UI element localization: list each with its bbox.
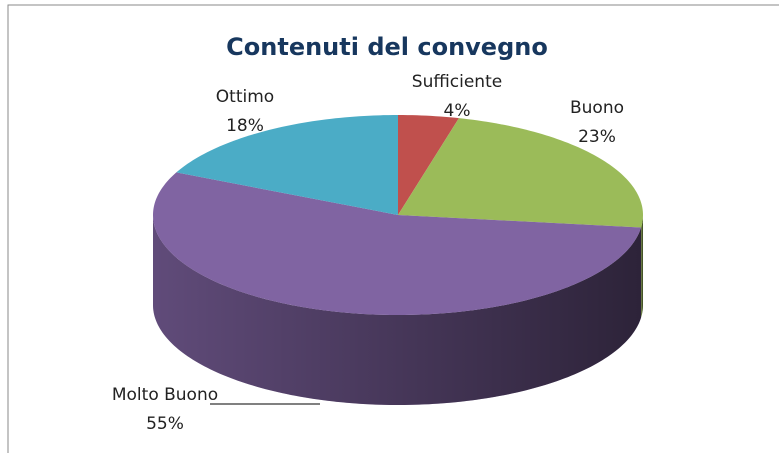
data-label-value: 18%: [226, 116, 264, 136]
pie-slice: [176, 115, 398, 215]
chart-title: Contenuti del convegno: [226, 33, 548, 61]
data-label-value: 55%: [146, 414, 184, 434]
pie-slice: [398, 118, 643, 228]
pie-slice: [153, 172, 642, 315]
data-label-name: Sufficiente: [412, 72, 502, 92]
data-label-name: Ottimo: [216, 87, 274, 107]
pie-side-shade: [153, 215, 642, 405]
pie-side-shade: [641, 215, 643, 318]
data-label-value: 4%: [444, 101, 471, 121]
data-label-value: 23%: [578, 127, 616, 147]
data-label-name: Buono: [570, 98, 624, 118]
pie-slice: [398, 115, 459, 215]
data-label-name: Molto Buono: [112, 385, 218, 405]
